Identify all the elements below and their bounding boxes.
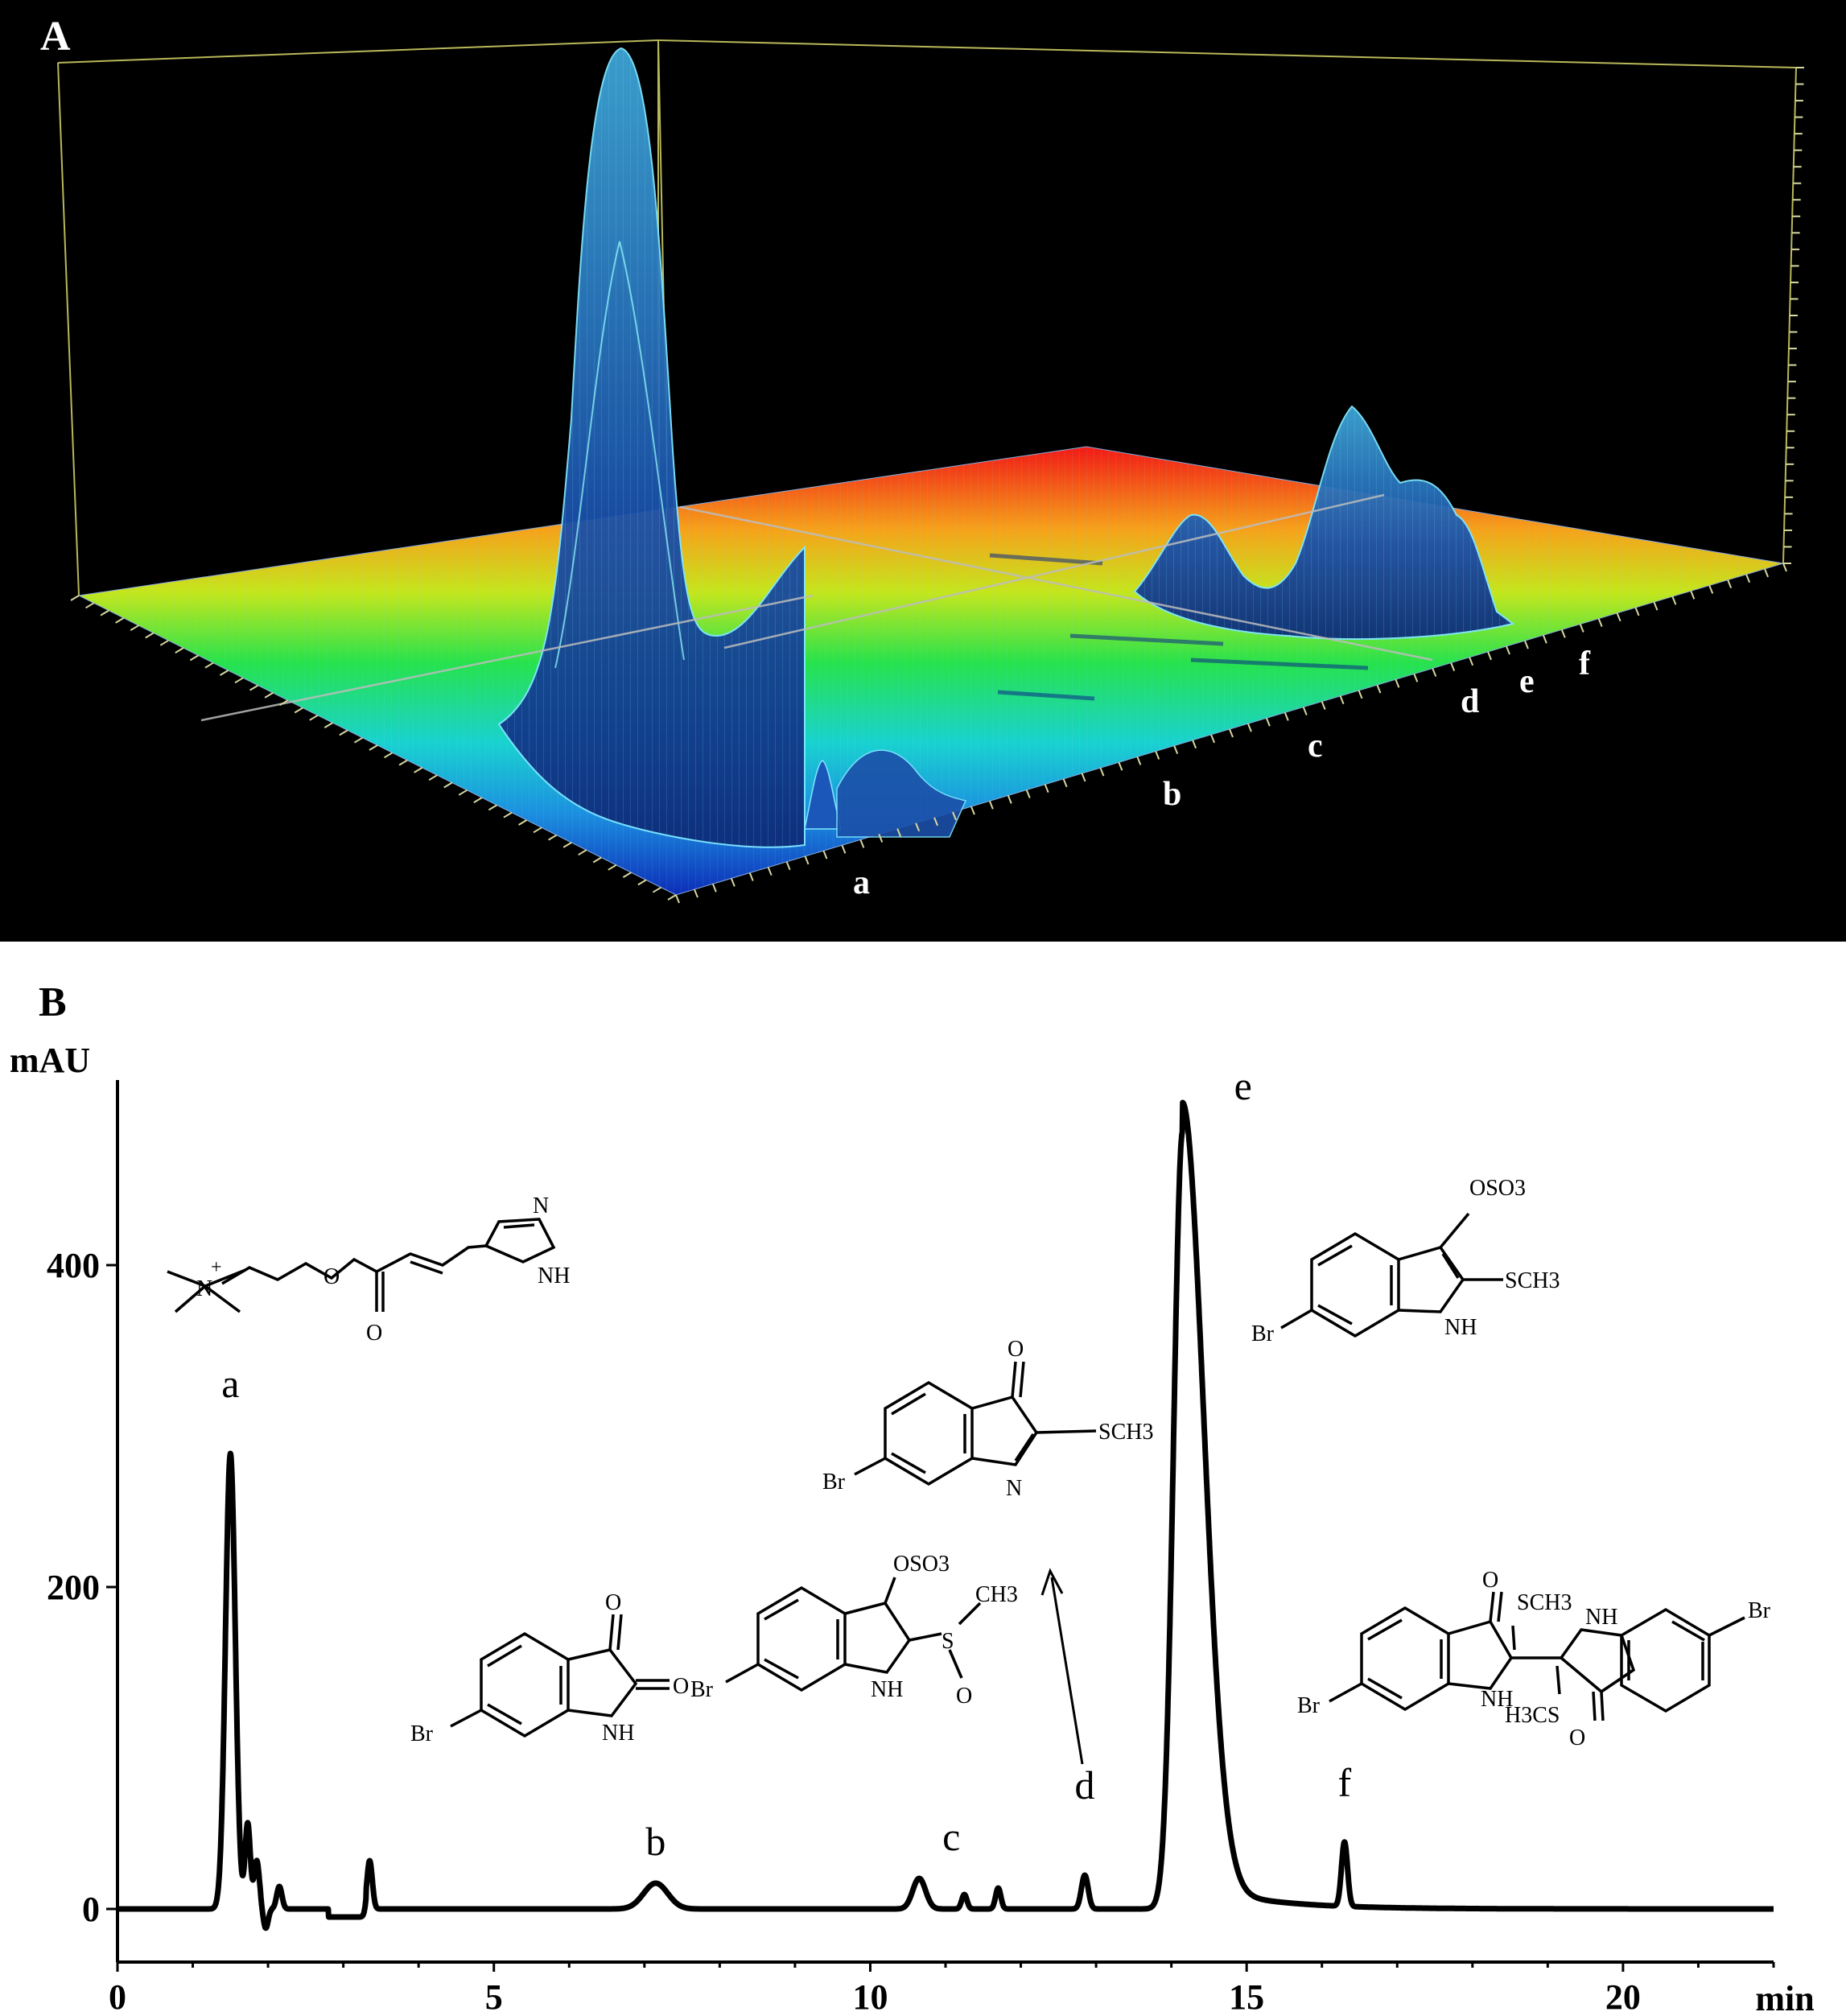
- panel-a-label-a: a: [853, 864, 870, 901]
- y-tick-label: 400: [47, 1246, 100, 1285]
- panel-a-label: A: [40, 14, 71, 60]
- peak-label-e: e: [1234, 1063, 1252, 1108]
- struct-c-nh: NH: [871, 1677, 903, 1702]
- struct-b-br: Br: [410, 1721, 434, 1746]
- struct-c-o: O: [956, 1684, 972, 1709]
- peak-labels: a b c d e f: [221, 1063, 1351, 1864]
- struct-c-ch3: CH3: [975, 1582, 1018, 1607]
- panel-a-3d-chromatogram: a b c d e f A: [0, 0, 1846, 942]
- x-tick-label: 15: [1229, 1977, 1264, 2012]
- chromatogram-trace: [115, 1099, 1776, 1931]
- structure-f: [1329, 1591, 1745, 1721]
- surface-peak-a: [804, 760, 842, 830]
- struct-f-nh1: NH: [1585, 1605, 1617, 1630]
- structure-e: [1280, 1212, 1503, 1338]
- peak-label-b: b: [645, 1819, 665, 1864]
- panel-a-label-f: f: [1579, 645, 1591, 682]
- struct-c-br: Br: [690, 1677, 714, 1702]
- struct-b-nh: NH: [602, 1721, 634, 1746]
- panel-a-label-b: b: [1163, 776, 1181, 813]
- peak-label-c: c: [942, 1814, 960, 1859]
- struct-f-nh2: NH: [1481, 1687, 1513, 1712]
- struct-a-o1: O: [323, 1264, 340, 1289]
- structure-c: [725, 1577, 982, 1692]
- struct-e-oso3: OSO3: [1469, 1176, 1526, 1201]
- struct-b-o1: O: [605, 1590, 621, 1615]
- structure-a: [167, 1218, 556, 1313]
- struct-f-o2: O: [1569, 1725, 1585, 1750]
- y-tick-label: 200: [47, 1568, 100, 1607]
- peak-label-d: d: [1075, 1762, 1095, 1808]
- surface-plot: a b c d e f: [57, 39, 1804, 904]
- panel-a-label-e: e: [1519, 663, 1535, 700]
- x-tick-label: 20: [1605, 1977, 1641, 2012]
- struct-f-br2: Br: [1297, 1693, 1321, 1718]
- x-tick-label: 10: [852, 1977, 888, 2012]
- struct-a-o2: O: [366, 1321, 382, 1346]
- x-axis-label: min: [1755, 1979, 1814, 2012]
- panel-b-label: B: [39, 979, 67, 1025]
- struct-a-nh: NH: [538, 1264, 570, 1288]
- y-tick-label: 0: [82, 1890, 100, 1929]
- struct-e-sch3: SCH3: [1505, 1268, 1560, 1293]
- x-tick-label: 0: [109, 1977, 126, 2012]
- struct-d-n: N: [1006, 1476, 1022, 1501]
- struct-c-s: S: [942, 1629, 954, 1654]
- struct-e-nh: NH: [1444, 1315, 1477, 1340]
- panel-a-peak-labels: a b c d e f: [853, 645, 1591, 901]
- struct-d-br: Br: [822, 1470, 846, 1494]
- peak-label-a: a: [221, 1361, 239, 1406]
- struct-d-o: O: [1007, 1337, 1024, 1362]
- struct-d-sch3: SCH3: [1098, 1420, 1153, 1445]
- struct-b-o2: O: [673, 1674, 689, 1699]
- struct-f-o1: O: [1482, 1568, 1498, 1593]
- struct-f-h3cs: H3CS: [1505, 1703, 1560, 1728]
- y-axis-label: mAU: [10, 1041, 90, 1080]
- peak-label-f: f: [1337, 1760, 1351, 1805]
- structure-d: [854, 1361, 1097, 1486]
- struct-a-n: N: [196, 1276, 212, 1301]
- panel-a-label-c: c: [1308, 728, 1323, 765]
- struct-f-sch3: SCH3: [1517, 1590, 1572, 1615]
- x-tick-label: 5: [485, 1977, 503, 2012]
- structure-b: [450, 1614, 670, 1738]
- struct-f-br1: Br: [1748, 1598, 1771, 1623]
- arrow-d: [1050, 1577, 1084, 1765]
- struct-a-charge: +: [211, 1257, 222, 1278]
- panel-a-label-d: d: [1461, 683, 1479, 720]
- struct-e-br: Br: [1251, 1321, 1275, 1346]
- struct-c-oso3: OSO3: [893, 1552, 950, 1577]
- struct-a-n2: N: [533, 1194, 549, 1218]
